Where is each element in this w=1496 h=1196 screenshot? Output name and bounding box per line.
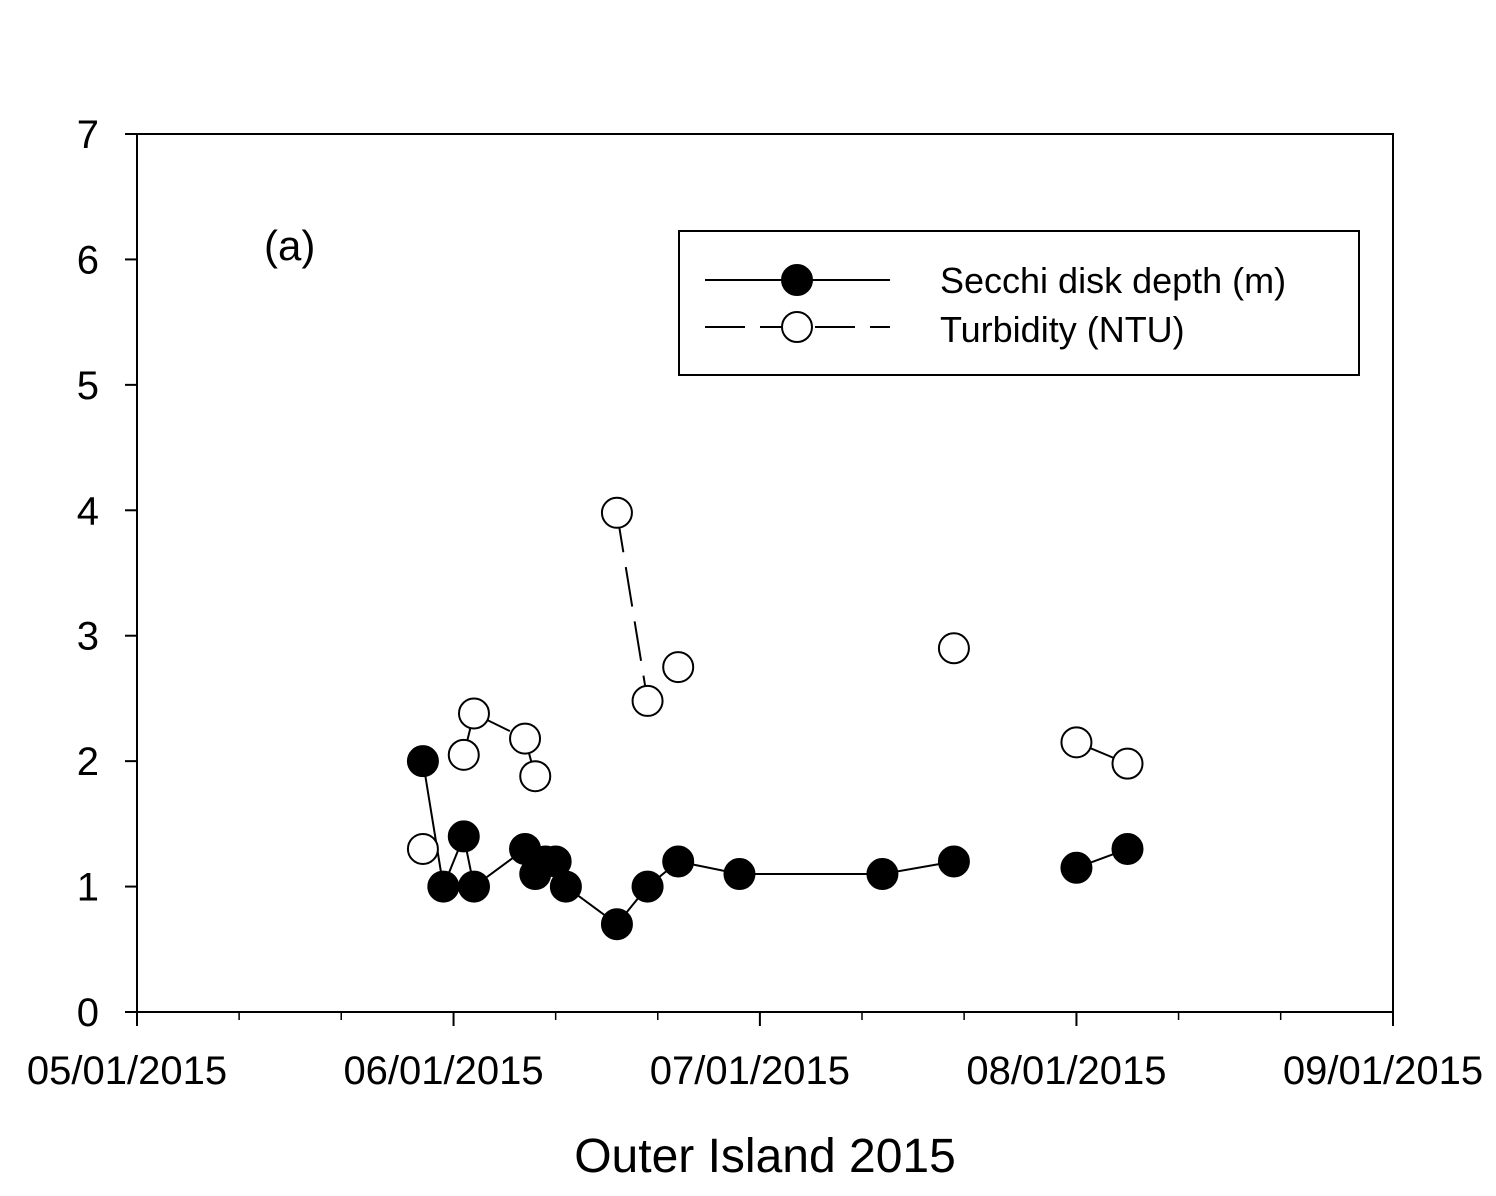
turbidity-point (406, 832, 439, 865)
secchi-point (723, 858, 756, 891)
x-tick-label: 07/01/2015 (650, 1049, 850, 1093)
y-tick-label: 6 (77, 238, 99, 282)
panel-tag: (a) (264, 222, 315, 269)
secchi-point (631, 870, 664, 903)
plot-frame (136, 133, 1394, 1013)
x-tick-label: 08/01/2015 (966, 1049, 1166, 1093)
turbidity-point (631, 684, 664, 717)
secchi-point (662, 845, 695, 878)
turbidity-segment (615, 512, 649, 702)
turbidity-point (457, 697, 490, 730)
secchi-point (600, 908, 633, 941)
y-tick-label: 4 (77, 489, 99, 533)
turbidity-point (509, 722, 542, 755)
turbidity-point (600, 496, 633, 529)
secchi-segment (421, 760, 445, 887)
secchi-point (1111, 832, 1144, 865)
secchi-point (866, 858, 899, 891)
turbidity-point (1111, 747, 1144, 780)
series-markers (406, 496, 1144, 941)
secchi-point (937, 845, 970, 878)
x-tick-label: 09/01/2015 (1283, 1049, 1483, 1093)
turbidity-point (937, 632, 970, 665)
y-tick-label: 5 (77, 364, 99, 408)
y-tick-label: 2 (77, 740, 99, 784)
legend-turbidity-marker (781, 311, 813, 343)
y-tick-label: 0 (77, 991, 99, 1035)
legend-turbidity-label: Turbidity (NTU) (940, 309, 1185, 350)
legend: Secchi disk depth (m) Turbidity (NTU) (678, 230, 1360, 376)
secchi-point (427, 870, 460, 903)
legend-secchi-label: Secchi disk depth (m) (940, 260, 1286, 301)
turbidity-point (447, 738, 480, 771)
secchi-point (1060, 851, 1093, 884)
secchi-point (457, 870, 490, 903)
secchi-point (406, 745, 439, 778)
y-axis: 0 1 2 3 4 5 6 7 (77, 113, 137, 1035)
legend-secchi-marker (781, 264, 813, 296)
y-tick-label: 7 (77, 113, 99, 157)
x-axis-title: Outer Island 2015 (574, 1130, 956, 1183)
x-tick-label: 05/01/2015 (27, 1049, 227, 1093)
legend-frame (678, 230, 1360, 376)
secchi-point (549, 870, 582, 903)
turbidity-point (519, 760, 552, 793)
y-tick-label: 3 (77, 615, 99, 659)
secchi-point (447, 820, 480, 853)
turbidity-point (1060, 726, 1093, 759)
y-tick-label: 1 (77, 866, 99, 910)
x-axis: 05/01/2015 06/01/2015 07/01/2015 08/01/2015… (27, 1012, 1483, 1093)
x-tick-label: 06/01/2015 (343, 1049, 543, 1093)
turbidity-point (662, 651, 695, 684)
